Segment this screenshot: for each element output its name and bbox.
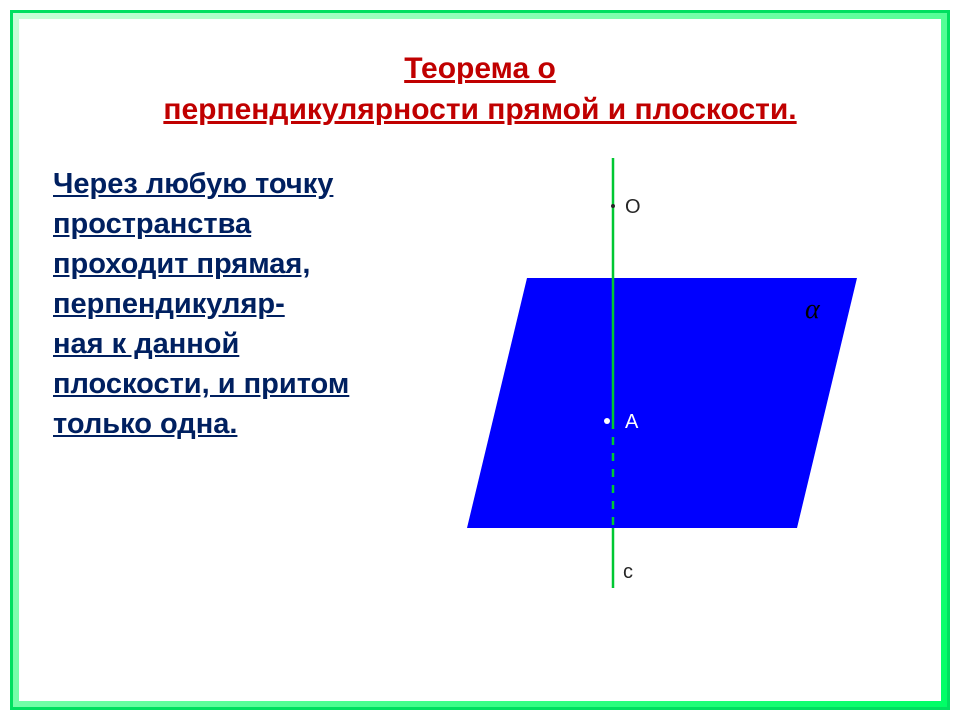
- title-line-2: перпендикулярности прямой и плоскости.: [163, 93, 796, 126]
- plane-alpha: [467, 278, 857, 528]
- theorem-text: Через любую точку пространства проходит …: [53, 164, 383, 444]
- geometry-diagram: O A с α: [407, 158, 897, 638]
- text-column: Через любую точку пространства проходит …: [53, 158, 383, 444]
- label-A: A: [625, 411, 639, 433]
- slide-frame: Теорема о перпендикулярности прямой и пл…: [10, 10, 950, 710]
- content-row: Через любую точку пространства проходит …: [53, 158, 907, 643]
- slide-inner: Теорема о перпендикулярности прямой и пл…: [19, 19, 941, 701]
- point-O-marker: [611, 204, 615, 208]
- label-c: с: [623, 561, 633, 583]
- label-O: O: [625, 196, 641, 218]
- title-line-1: Теорема о: [404, 52, 556, 85]
- label-alpha: α: [805, 294, 821, 325]
- diagram-column: O A с α: [407, 158, 907, 643]
- point-A-marker: [604, 418, 610, 424]
- slide-title: Теорема о перпендикулярности прямой и пл…: [53, 49, 907, 130]
